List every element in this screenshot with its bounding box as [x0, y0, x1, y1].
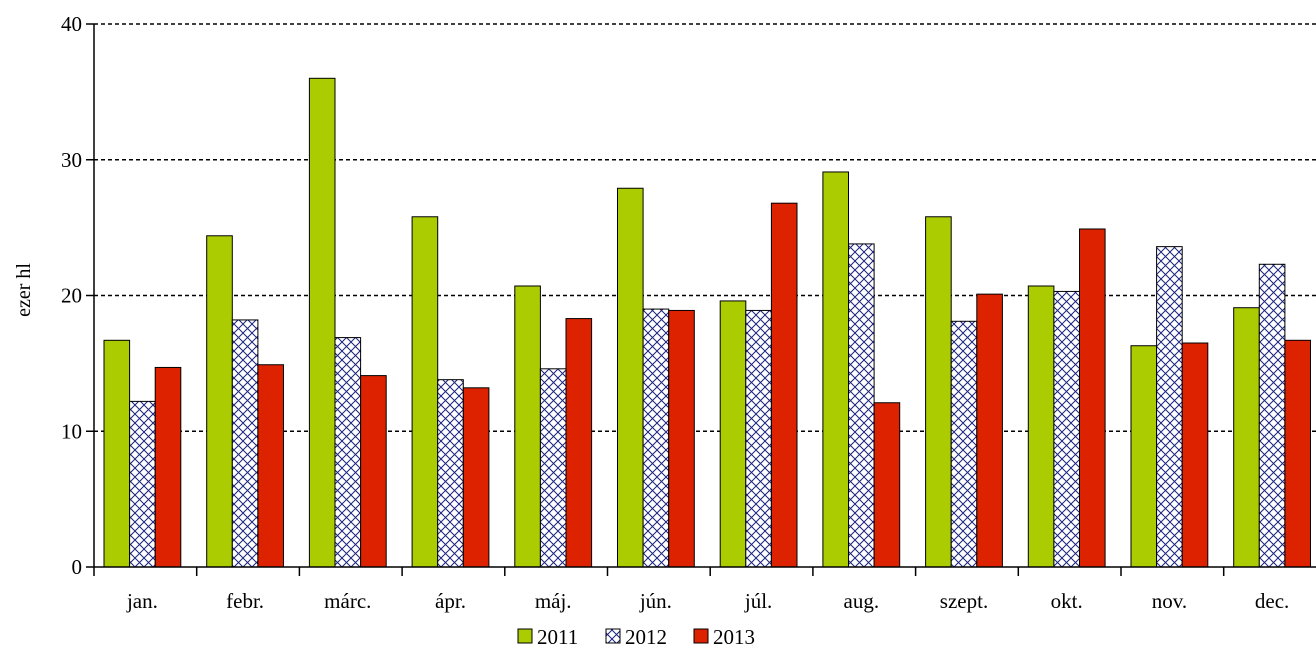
bar-2011-2	[308, 77, 336, 568]
x-tick-label: dec.	[1255, 589, 1289, 613]
y-tick-label: 10	[61, 419, 82, 443]
bar-2012-7	[848, 243, 875, 568]
bar-2011-8	[925, 216, 952, 568]
bar-2011-11	[1233, 307, 1260, 568]
bar-2011-1	[206, 235, 233, 568]
legend-label-2012: 2012	[625, 625, 667, 649]
bar-2012-4	[539, 368, 567, 568]
y-axis-label: ezer hl	[13, 263, 35, 317]
bar-2013-6	[770, 202, 798, 568]
bar-2012-8	[950, 320, 978, 568]
bar-2012-2	[334, 337, 362, 568]
bar-2011-6	[719, 300, 747, 568]
legend-label-2013: 2013	[713, 625, 755, 649]
gridlines	[94, 23, 1316, 433]
bar-2011-7	[822, 171, 850, 568]
bar-2013-11	[1284, 339, 1312, 568]
x-tick-label: okt.	[1051, 589, 1083, 613]
bar-2011-0	[103, 339, 131, 568]
axes	[86, 23, 1316, 576]
bar-2011-3	[411, 216, 439, 568]
bar-2013-5	[668, 309, 695, 568]
bar-2011-4	[514, 285, 541, 568]
x-tick-labels: jan. febr. márc. ápr. máj. jún. júl. aug. szept.…	[126, 589, 1289, 613]
bar-2012-0	[129, 400, 156, 568]
legend-label-2011: 2011	[537, 625, 578, 649]
bar-2013-9	[1079, 228, 1106, 568]
legend: 2011 2012 2013	[517, 625, 755, 649]
bar-2013-4	[565, 318, 593, 568]
bar-2013-1	[257, 364, 284, 568]
bar-2012-6	[745, 309, 772, 568]
bar-2011-5	[617, 187, 644, 568]
x-tick-label: nov.	[1152, 589, 1187, 613]
bar-2013-0	[154, 366, 182, 568]
bar-2013-2	[360, 375, 387, 568]
y-tick-labels: 0 10 20 30 40	[61, 12, 82, 579]
x-tick-label: ápr.	[435, 589, 466, 613]
y-tick-label: 40	[61, 12, 82, 36]
bar-2013-7	[873, 402, 901, 568]
x-tick-label: szept.	[940, 589, 988, 613]
x-tick-label: jún.	[639, 589, 672, 613]
bar-2013-10	[1181, 342, 1209, 568]
legend-swatch-2011	[517, 628, 533, 644]
bar-2011-10	[1130, 345, 1158, 568]
bar-2013-3	[462, 387, 490, 568]
bars	[103, 77, 1312, 568]
legend-swatch-2013	[693, 628, 709, 644]
bar-2013-8	[976, 293, 1003, 568]
y-tick-label: 0	[72, 555, 83, 579]
legend-swatch-2012	[605, 628, 621, 644]
bar-2012-11	[1258, 263, 1286, 568]
x-tick-label: febr.	[226, 589, 264, 613]
x-tick-label: jan.	[126, 589, 158, 613]
y-tick-label: 30	[61, 148, 82, 172]
x-tick-label: márc.	[324, 589, 371, 613]
bar-2012-3	[437, 379, 464, 568]
bar-2012-10	[1156, 246, 1183, 568]
x-tick-label: aug.	[844, 589, 880, 613]
bar-2011-9	[1027, 285, 1055, 568]
bar-2012-9	[1053, 290, 1081, 568]
bar-2012-1	[231, 319, 259, 568]
bar-2012-5	[642, 308, 670, 568]
y-tick-label: 20	[61, 284, 82, 308]
x-tick-label: júl.	[744, 589, 772, 613]
x-tick-label: máj.	[535, 589, 572, 613]
